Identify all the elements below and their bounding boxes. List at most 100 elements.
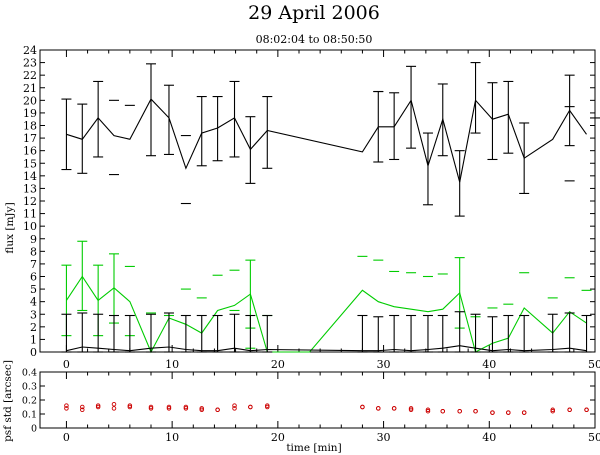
psf-point-alt <box>440 408 446 414</box>
psf-point-alt <box>166 404 172 410</box>
flux-y-tick-label: 23 <box>23 57 37 70</box>
flux-x-tick-label: 40 <box>482 358 496 371</box>
psf-point-alt <box>457 408 462 414</box>
flux-y-tick-label: 10 <box>23 220 37 233</box>
psf-y-tick-label: 0 <box>31 424 37 435</box>
flux-y-tick-label: 13 <box>23 182 37 195</box>
psf-panel: 0 0.1 0.2 0.3 0.4 0 10 20 30 40 50 psf std [arcse… <box>2 360 600 454</box>
chart-title: 29 April 2006 <box>248 2 380 24</box>
psf-point <box>127 404 133 410</box>
flux-y-tick-label: 22 <box>23 69 37 82</box>
psf-point <box>199 407 204 413</box>
flux-y-tick-label: 7 <box>30 258 37 271</box>
psf-point <box>148 406 154 411</box>
psf-y-axis: 0 0.1 0.2 0.3 0.4 <box>22 368 595 435</box>
psf-x-tick-label: 50 <box>588 431 600 444</box>
flux-x-tick-label: 0 <box>63 358 70 371</box>
psf-point-alt <box>521 410 527 415</box>
psf-x-axis: 0 10 20 30 40 50 <box>63 372 600 444</box>
flux-series-line-0 <box>66 98 587 183</box>
psf-point-alt <box>567 407 572 413</box>
flux-y-tick-label: 9 <box>30 233 37 246</box>
psf-point-alt <box>148 404 154 410</box>
psf-point-alt <box>584 407 589 413</box>
psf-point <box>64 406 69 411</box>
psf-y-tick-label: 0.1 <box>22 410 37 421</box>
psf-point-alt <box>111 401 117 407</box>
flux-y-tick-label: 8 <box>30 245 37 258</box>
psf-plot-frame <box>39 371 596 429</box>
flux-series-line-1 <box>65 275 587 354</box>
psf-y-tick-label: 0.2 <box>22 396 37 407</box>
psf-point-alt <box>215 407 220 413</box>
flux-y-tick-label: 24 <box>23 44 37 57</box>
flux-y-tick-label: 3 <box>30 308 37 321</box>
psf-point-alt <box>80 404 85 410</box>
psf-point <box>265 403 270 408</box>
flux-plot-frame <box>39 49 596 353</box>
flux-y-axis-label: flux [mJy] <box>4 202 16 253</box>
psf-point-alt <box>199 406 204 411</box>
flux-x-tick-label: 30 <box>377 358 391 371</box>
psf-y-tick-label: 0.3 <box>22 382 37 393</box>
flux-y-tick-label: 2 <box>30 321 37 334</box>
psf-point-alt <box>265 404 270 410</box>
flux-x-tick-label: 20 <box>271 358 285 371</box>
psf-x-tick-label: 20 <box>271 431 285 444</box>
psf-point-alt <box>490 410 495 415</box>
flux-x-tick-label: 10 <box>165 358 179 371</box>
psf-point-alt <box>408 406 414 411</box>
psf-x-tick-label: 30 <box>377 431 391 444</box>
chart-subtitle: 08:02:04 to 08:50:50 <box>256 33 373 46</box>
flux-y-tick-label: 16 <box>23 145 37 158</box>
psf-point <box>408 407 414 413</box>
flux-y-tick-label: 6 <box>30 271 37 284</box>
psf-point-alt <box>425 408 431 414</box>
psf-point <box>95 404 101 410</box>
flux-series-group <box>61 62 600 354</box>
flux-x-tick-label: 50 <box>588 358 600 371</box>
psf-point <box>111 406 117 411</box>
flux-y-tick-label: 14 <box>23 170 37 183</box>
flux-y-tick-label: 5 <box>30 283 37 296</box>
psf-series-group <box>64 401 589 415</box>
psf-x-tick-label: 40 <box>482 431 496 444</box>
flux-y-tick-label: 17 <box>23 132 37 145</box>
psf-point-alt <box>64 403 69 408</box>
flux-y-tick-label: 15 <box>23 157 37 170</box>
psf-point-alt <box>183 404 189 410</box>
psf-x-tick-label: 0 <box>63 431 70 444</box>
psf-y-tick-label: 0.4 <box>22 368 37 379</box>
psf-point-alt <box>248 404 253 410</box>
flux-y-tick-label: 4 <box>30 296 37 309</box>
time-axis-label: time [min] <box>286 442 341 454</box>
psf-point-alt <box>473 408 478 414</box>
psf-point <box>183 406 189 411</box>
psf-point <box>425 407 431 413</box>
flux-y-tick-label: 18 <box>23 120 37 133</box>
flux-panel: 0123456789101112131415161718192021222324… <box>4 44 600 371</box>
psf-point <box>80 407 85 413</box>
psf-point-alt <box>95 403 101 408</box>
psf-point-alt <box>376 406 381 411</box>
psf-point <box>550 408 555 414</box>
flux-y-tick-label: 19 <box>23 107 37 120</box>
flux-y-tick-label: 11 <box>23 208 37 221</box>
flux-y-tick-label: 0 <box>30 346 37 359</box>
flux-y-tick-label: 21 <box>23 82 37 95</box>
flux-y-tick-label: 12 <box>23 195 37 208</box>
psf-point-alt <box>391 406 397 411</box>
psf-point <box>166 406 172 411</box>
psf-point-alt <box>506 410 511 415</box>
flux-y-tick-label: 1 <box>30 333 37 346</box>
flux-y-tick-label: 20 <box>23 94 37 107</box>
psf-point-alt <box>232 403 237 408</box>
psf-point-alt <box>127 403 133 408</box>
psf-y-axis-label: psf std [arcsec] <box>2 360 14 442</box>
flux-x-axis: 0 10 20 30 40 50 <box>63 50 600 371</box>
psf-point-alt <box>360 404 365 410</box>
psf-point <box>232 406 237 411</box>
psf-x-tick-label: 10 <box>165 431 179 444</box>
